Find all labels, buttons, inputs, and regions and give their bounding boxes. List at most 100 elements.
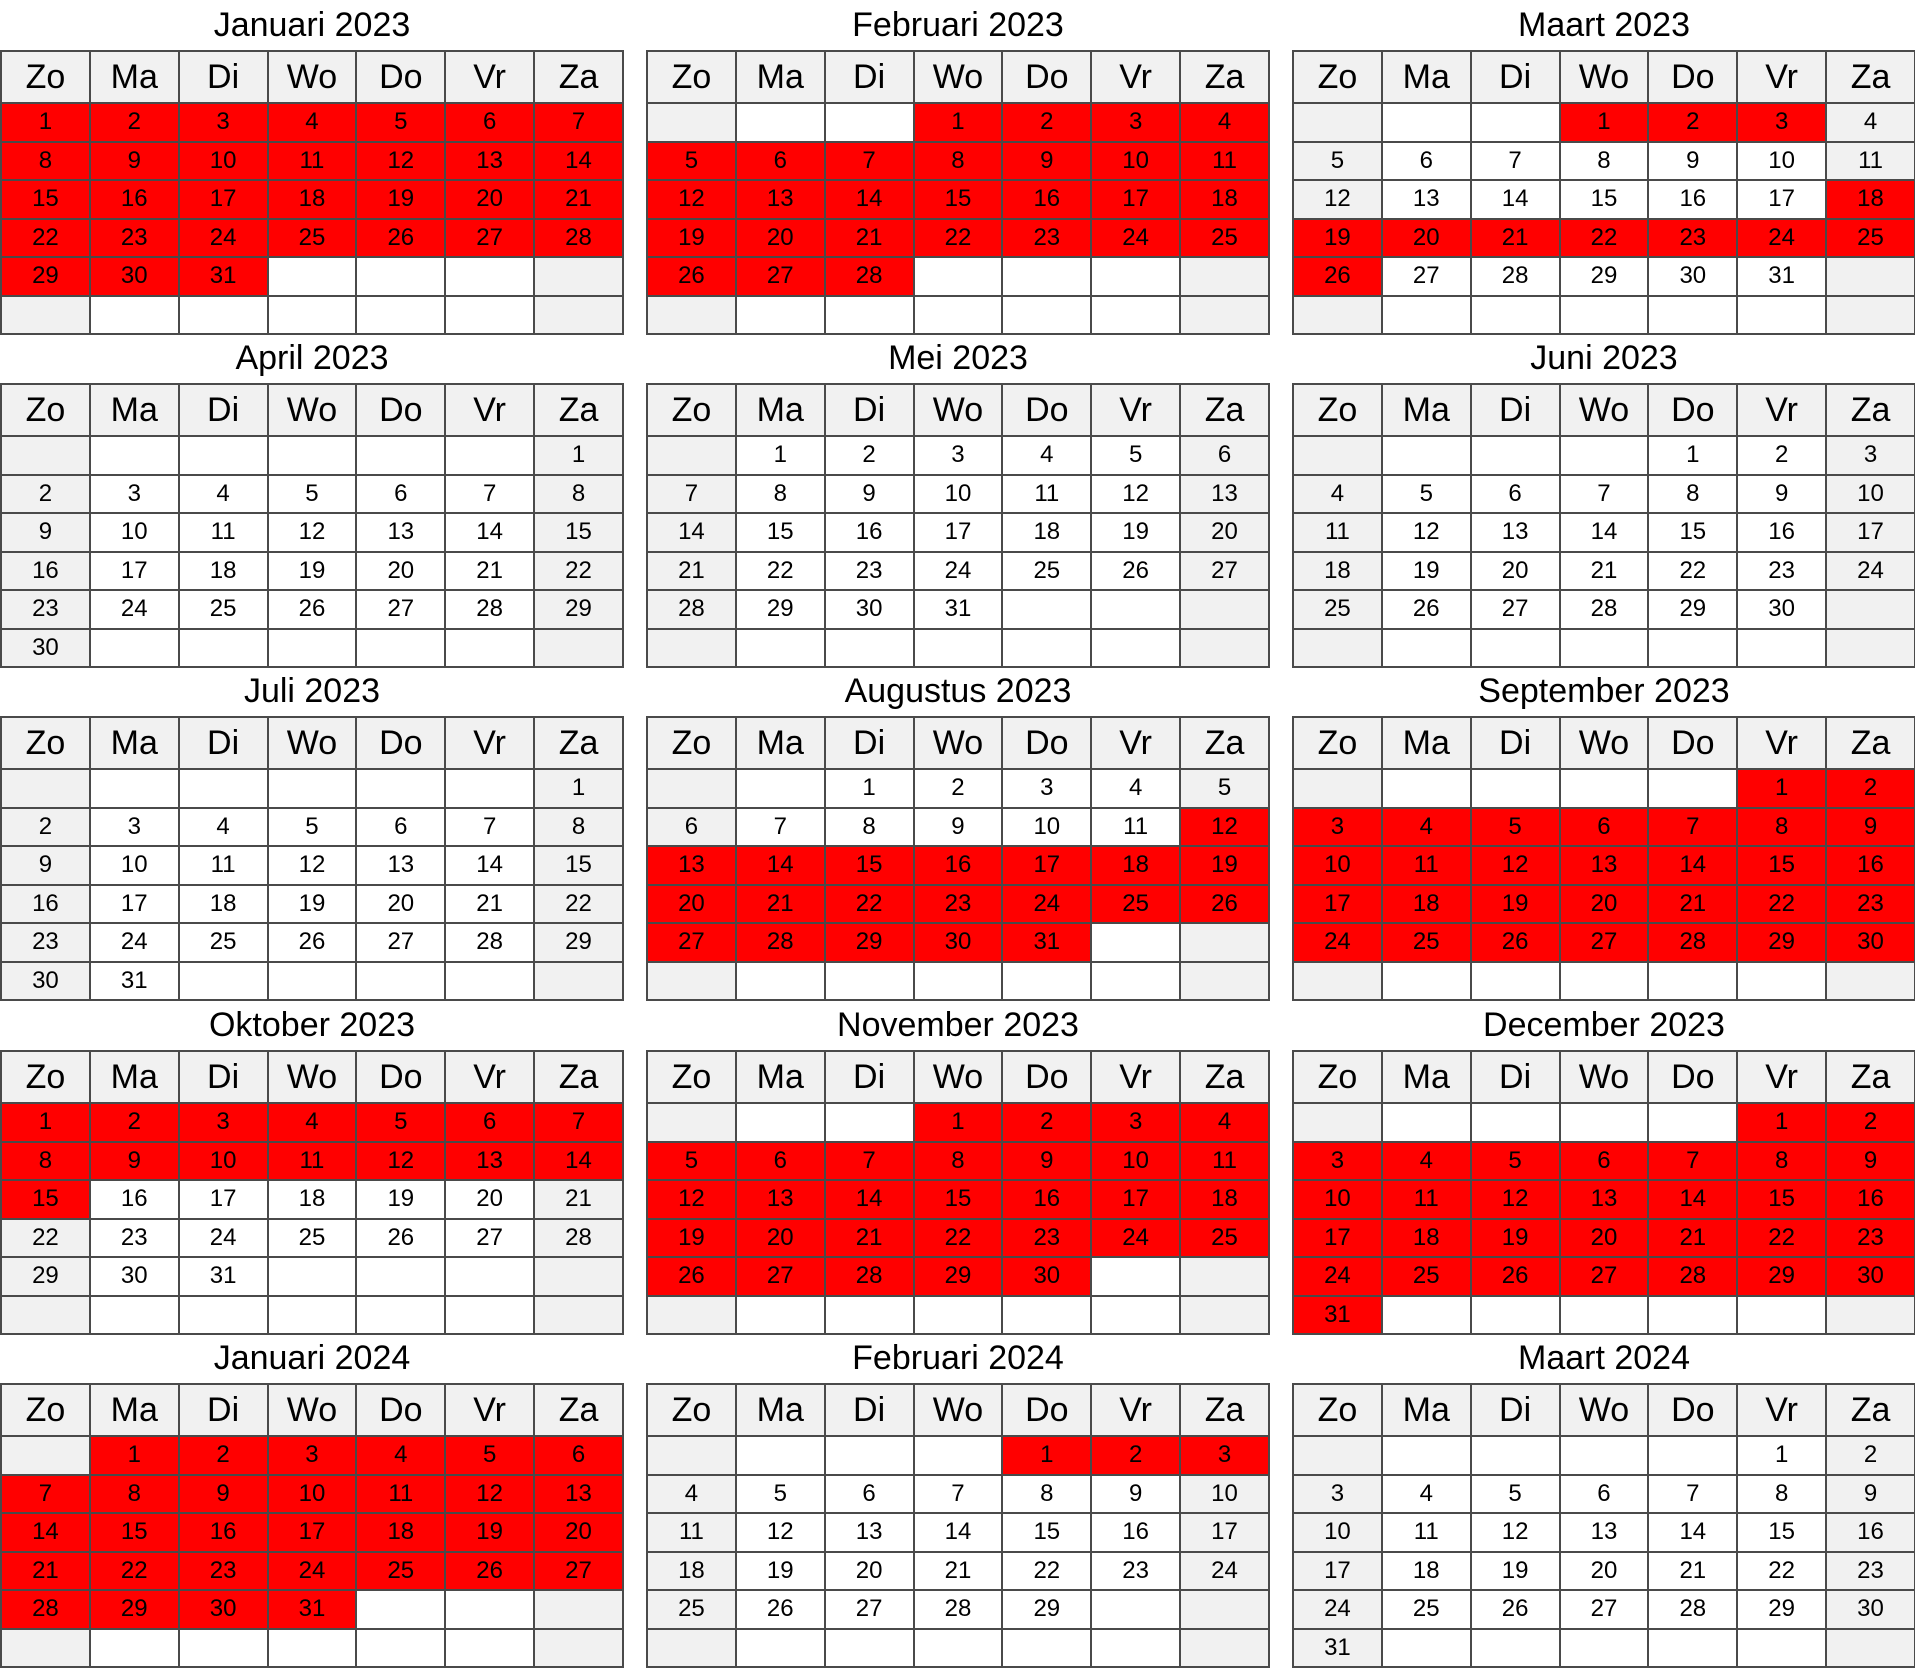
day-cell: 14 <box>646 512 737 553</box>
empty-cell <box>912 960 1004 1001</box>
day-cell: 14 <box>1558 512 1650 553</box>
day-cell: 8 <box>0 1140 91 1181</box>
day-cell: 22 <box>1736 883 1828 924</box>
day-cell: 9 <box>1825 1140 1915 1181</box>
day-cell: 20 <box>1380 217 1472 258</box>
day-cell: 10 <box>1090 1140 1182 1181</box>
day-cell: 9 <box>1647 140 1739 181</box>
day-cell: 22 <box>912 217 1004 258</box>
empty-cell <box>444 960 536 1001</box>
day-cell: 21 <box>1558 550 1650 591</box>
day-cell: 16 <box>88 179 180 220</box>
day-cell: 16 <box>1001 179 1093 220</box>
month-calendar: September 2023 Zo Ma Di Wo Do Vr Za 1 2 3 4 5 6 7 8 9 10 1… <box>1292 666 1915 1001</box>
empty-cell <box>1179 256 1270 297</box>
day-cell: 6 <box>1558 1473 1650 1514</box>
day-cell: 24 <box>1292 1589 1383 1630</box>
day-cell: 13 <box>1469 512 1561 553</box>
day-cell: 8 <box>1647 473 1739 514</box>
day-cell: 11 <box>1825 140 1915 181</box>
day-cell: 13 <box>1558 1512 1650 1553</box>
day-cell: 20 <box>533 1512 624 1553</box>
empty-cell <box>0 1627 91 1668</box>
day-cell: 31 <box>1001 922 1093 963</box>
week-row: 14 15 16 17 18 19 20 <box>646 512 1270 553</box>
weekday-header: Do <box>1647 50 1739 104</box>
day-cell: 22 <box>0 1217 91 1258</box>
empty-cell <box>1179 627 1270 668</box>
empty-cell <box>533 1294 624 1335</box>
empty-cell <box>1469 1102 1561 1143</box>
day-cell: 16 <box>912 845 1004 886</box>
week-row: 7 8 9 10 11 12 13 <box>0 1473 624 1514</box>
month-table: Zo Ma Di Wo Do Vr Za 1 2 3 4 5 6 7 8 9 10 11 12 13 14 15 16 17 1… <box>0 1383 624 1668</box>
day-cell: 24 <box>1001 883 1093 924</box>
day-cell: 19 <box>1469 1550 1561 1591</box>
day-cell: 22 <box>1001 1550 1093 1591</box>
day-cell: 22 <box>1736 1550 1828 1591</box>
day-cell: 20 <box>355 550 447 591</box>
day-cell: 23 <box>1090 1550 1182 1591</box>
weekday-header: Di <box>1469 1050 1561 1104</box>
weekday-header: Wo <box>1558 1050 1650 1104</box>
day-cell: 5 <box>1469 806 1561 847</box>
day-cell: 28 <box>1647 1589 1739 1630</box>
day-cell: 16 <box>1647 179 1739 220</box>
day-cell: 2 <box>1825 1102 1915 1143</box>
empty-cell <box>1001 1294 1093 1335</box>
day-cell: 15 <box>88 1512 180 1553</box>
empty-cell <box>1001 960 1093 1001</box>
weekday-header: Zo <box>646 716 737 770</box>
week-row: 18 19 20 21 22 23 24 <box>646 1550 1270 1591</box>
day-cell: 25 <box>1090 883 1182 924</box>
day-cell: 5 <box>734 1473 826 1514</box>
empty-cell <box>1179 960 1270 1001</box>
empty-cell <box>0 1294 91 1335</box>
empty-cell <box>266 960 358 1001</box>
week-row <box>646 627 1270 668</box>
day-cell: 18 <box>177 550 269 591</box>
day-cell: 12 <box>1179 806 1270 847</box>
week-row: 26 27 28 29 30 <box>646 1256 1270 1297</box>
empty-cell <box>1380 1435 1472 1476</box>
weekday-header: Ma <box>1380 50 1472 104</box>
day-cell: 18 <box>1179 179 1270 220</box>
day-cell: 22 <box>0 217 91 258</box>
weekday-header: Zo <box>1292 716 1383 770</box>
weekday-header: Za <box>1825 50 1915 104</box>
day-cell: 23 <box>0 922 91 963</box>
month-table: Zo Ma Di Wo Do Vr Za 1 2 3 4 5 6 7 8 9 10 11 12 13 14 15 16 17 1… <box>1292 1050 1915 1335</box>
weekday-header: Zo <box>1292 50 1383 104</box>
empty-cell <box>912 627 1004 668</box>
empty-cell <box>646 1294 737 1335</box>
empty-cell <box>1469 768 1561 809</box>
empty-cell <box>1090 294 1182 335</box>
day-cell: 4 <box>646 1473 737 1514</box>
weekday-header: Ma <box>1380 1383 1472 1437</box>
weekday-header: Vr <box>444 50 536 104</box>
day-cell: 22 <box>88 1550 180 1591</box>
day-cell: 24 <box>177 217 269 258</box>
empty-cell <box>355 435 447 476</box>
weekday-header: Vr <box>1090 716 1182 770</box>
day-cell: 15 <box>1736 1512 1828 1553</box>
day-cell: 16 <box>823 512 915 553</box>
day-cell: 25 <box>1179 1217 1270 1258</box>
day-cell: 30 <box>1825 1256 1915 1297</box>
day-cell: 23 <box>1736 550 1828 591</box>
day-cell: 4 <box>266 102 358 143</box>
day-cell: 2 <box>1825 1435 1915 1476</box>
month-table: Zo Ma Di Wo Do Vr Za 1 2 3 4 5 6 7 8 9 10 11 12 13 14 15 16 17 1… <box>1292 50 1915 335</box>
day-cell: 29 <box>533 922 624 963</box>
empty-cell <box>646 1435 737 1476</box>
week-row: 20 21 22 23 24 25 26 <box>646 883 1270 924</box>
weekday-header-row: Zo Ma Di Wo Do Vr Za <box>0 1050 624 1104</box>
day-cell: 25 <box>1292 589 1383 630</box>
empty-cell <box>1469 960 1561 1001</box>
day-cell: 20 <box>734 1217 826 1258</box>
